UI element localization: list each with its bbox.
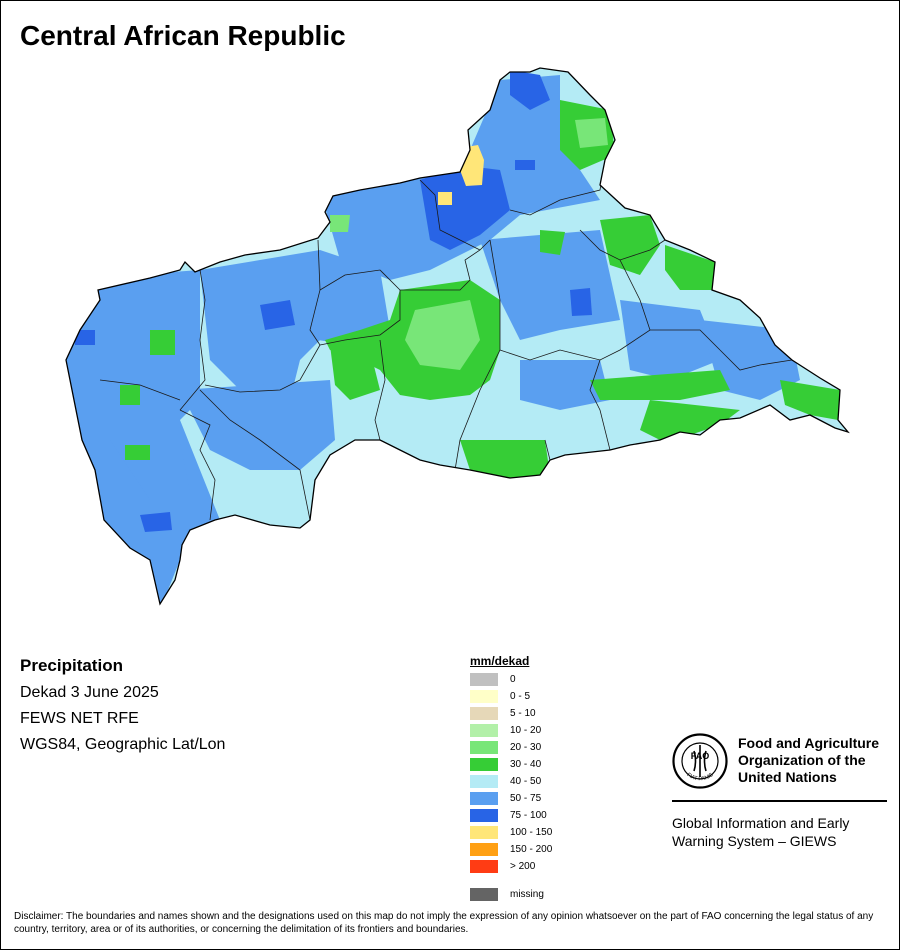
legend-swatch bbox=[470, 826, 498, 839]
legend: mm/dekad 0 0 - 5 5 - 10 10 - 20 20 - 30 30 - … bbox=[470, 654, 552, 903]
projection-label: WGS84, Geographic Lat/Lon bbox=[20, 736, 226, 753]
data-source-label: FEWS NET RFE bbox=[20, 710, 139, 727]
legend-label: 5 - 10 bbox=[510, 708, 536, 719]
legend-row: 20 - 30 bbox=[470, 739, 552, 756]
legend-label: 10 - 20 bbox=[510, 725, 542, 736]
legend-label: 50 - 75 bbox=[510, 793, 542, 804]
legend-label: 100 - 150 bbox=[510, 827, 553, 838]
legend-label: 150 - 200 bbox=[510, 844, 553, 855]
fao-motto: FIAT PANIS bbox=[685, 772, 714, 782]
disclaimer: Disclaimer: The boundaries and names sho… bbox=[14, 911, 874, 935]
legend-swatch bbox=[470, 860, 498, 873]
legend-classes: 0 0 - 5 5 - 10 10 - 20 20 - 30 30 - 40 40 - 50… bbox=[470, 671, 552, 875]
map-title: Central African Republic bbox=[20, 20, 346, 51]
map-info: Precipitation Dekad 3 June 2025 FEWS NET… bbox=[20, 656, 225, 762]
legend-swatch bbox=[470, 724, 498, 737]
legend-row: 10 - 20 bbox=[470, 722, 552, 739]
fao-divider bbox=[672, 800, 887, 802]
variable-heading: Precipitation bbox=[20, 656, 123, 675]
legend-row: > 200 bbox=[470, 858, 552, 875]
legend-label: 0 - 5 bbox=[510, 691, 531, 702]
legend-row: 50 - 75 bbox=[470, 790, 552, 807]
fao-logo-icon: FAO FIAT PANIS bbox=[672, 733, 728, 789]
giews-name: Global Information and Early Warning Sys… bbox=[672, 815, 850, 849]
svg-text:FIAT PANIS: FIAT PANIS bbox=[685, 772, 714, 782]
legend-swatch bbox=[470, 792, 498, 805]
legend-swatch bbox=[470, 775, 498, 788]
legend-row: 40 - 50 bbox=[470, 773, 552, 790]
legend-row: 5 - 10 bbox=[470, 705, 552, 722]
legend-label: 40 - 50 bbox=[510, 776, 542, 787]
legend-swatch bbox=[470, 888, 498, 901]
legend-row: 150 - 200 bbox=[470, 841, 552, 858]
legend-label: 75 - 100 bbox=[510, 810, 547, 821]
legend-label: 30 - 40 bbox=[510, 759, 542, 770]
legend-row-missing: missing bbox=[470, 886, 552, 903]
legend-row: 0 bbox=[470, 671, 552, 688]
legend-label: 20 - 30 bbox=[510, 742, 542, 753]
legend-swatch bbox=[470, 673, 498, 686]
legend-unit: mm/dekad bbox=[470, 654, 530, 668]
legend-swatch bbox=[470, 843, 498, 856]
legend-swatch bbox=[470, 809, 498, 822]
legend-label: missing bbox=[510, 889, 544, 900]
legend-label: > 200 bbox=[510, 861, 536, 872]
period-label: Dekad 3 June 2025 bbox=[20, 684, 159, 701]
legend-label: 0 bbox=[510, 674, 516, 685]
precipitation-map bbox=[65, 67, 849, 605]
legend-row: 0 - 5 bbox=[470, 688, 552, 705]
legend-swatch bbox=[470, 741, 498, 754]
legend-swatch bbox=[470, 758, 498, 771]
legend-row: 30 - 40 bbox=[470, 756, 552, 773]
fao-logo-text: FAO bbox=[691, 751, 710, 761]
legend-swatch bbox=[470, 707, 498, 720]
legend-row: 100 - 150 bbox=[470, 824, 552, 841]
legend-swatch bbox=[470, 690, 498, 703]
fao-name: Food and Agriculture Organization of the… bbox=[738, 735, 880, 785]
legend-row: 75 - 100 bbox=[470, 807, 552, 824]
